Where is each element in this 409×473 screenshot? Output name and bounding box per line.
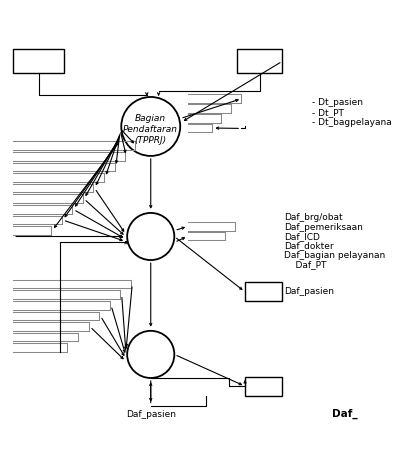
Text: Daf_brg/obat: Daf_brg/obat — [284, 213, 343, 222]
Text: Daf_: Daf_ — [332, 409, 357, 419]
Text: Daf_pemeriksaan: Daf_pemeriksaan — [284, 223, 363, 232]
Text: Daf_PT: Daf_PT — [284, 260, 327, 269]
Bar — [13, 49, 64, 73]
Text: - Dt_pasien: - Dt_pasien — [312, 98, 363, 107]
Bar — [245, 377, 282, 396]
Text: Daf_bagian pelayanan: Daf_bagian pelayanan — [284, 251, 386, 260]
Text: Bagian
Pendaftaran
(TPPRJ): Bagian Pendaftaran (TPPRJ) — [123, 114, 178, 145]
Text: - Dt_PT: - Dt_PT — [312, 108, 344, 117]
Text: Daf_pasien: Daf_pasien — [284, 287, 335, 296]
Text: Daf_dokter: Daf_dokter — [284, 241, 334, 250]
Text: Daf_pasien: Daf_pasien — [126, 410, 176, 419]
Bar — [237, 49, 282, 73]
Bar — [245, 282, 282, 301]
Text: - Dt_bagpelayana: - Dt_bagpelayana — [312, 118, 392, 127]
Text: Daf_ICD: Daf_ICD — [284, 232, 320, 241]
